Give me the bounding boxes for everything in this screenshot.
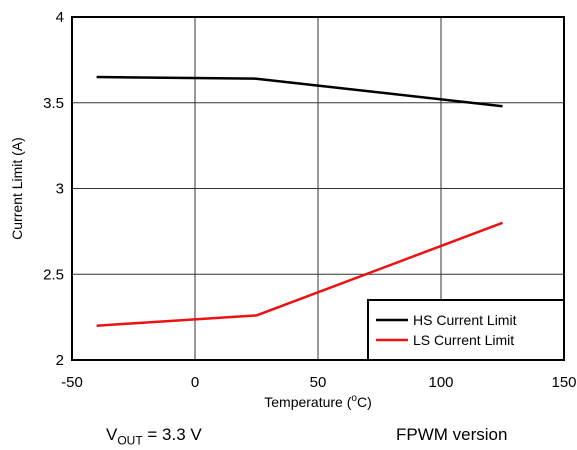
x-tick-label: 50 — [310, 374, 327, 391]
y-axis-label: Current Limit (A) — [9, 137, 25, 240]
vout-symbol: V — [106, 425, 118, 444]
y-tick-label: 2 — [56, 352, 64, 369]
y-tick-label: 3.5 — [43, 95, 64, 112]
legend: HS Current Limit LS Current Limit — [367, 299, 565, 361]
y-tick-label: 3 — [56, 181, 64, 198]
x-axis-label-main: Temperature ( — [264, 394, 351, 410]
legend-label-hs: HS Current Limit — [413, 312, 517, 328]
y-tick-label: 4 — [56, 9, 64, 26]
legend-label-ls: LS Current Limit — [413, 332, 514, 348]
y-tick-label: 2.5 — [43, 266, 64, 283]
vout-condition: VOUT = 3.3 V — [106, 425, 202, 450]
version-note: FPWM version — [396, 425, 508, 444]
tick-labels: -50 0 50 100 150 2 2.5 3 3.5 4 — [43, 9, 576, 391]
x-tick-label: 150 — [551, 374, 576, 391]
x-axis-label: Temperature (oC) — [264, 393, 372, 410]
legend-box — [367, 299, 565, 361]
plot-frame — [71, 16, 565, 361]
series-line-ls — [96, 221, 503, 327]
x-axis-label-superscript: o — [351, 393, 357, 404]
x-tick-label: -50 — [61, 374, 83, 391]
x-tick-label: 100 — [428, 374, 453, 391]
vout-subscript: OUT — [117, 433, 143, 448]
series-lines — [96, 75, 503, 327]
x-axis-label-end: C) — [357, 394, 372, 410]
vout-value: = 3.3 V — [142, 425, 202, 444]
grid-lines — [72, 17, 564, 360]
series-line-hs — [96, 75, 503, 108]
x-tick-label: 0 — [191, 374, 199, 391]
